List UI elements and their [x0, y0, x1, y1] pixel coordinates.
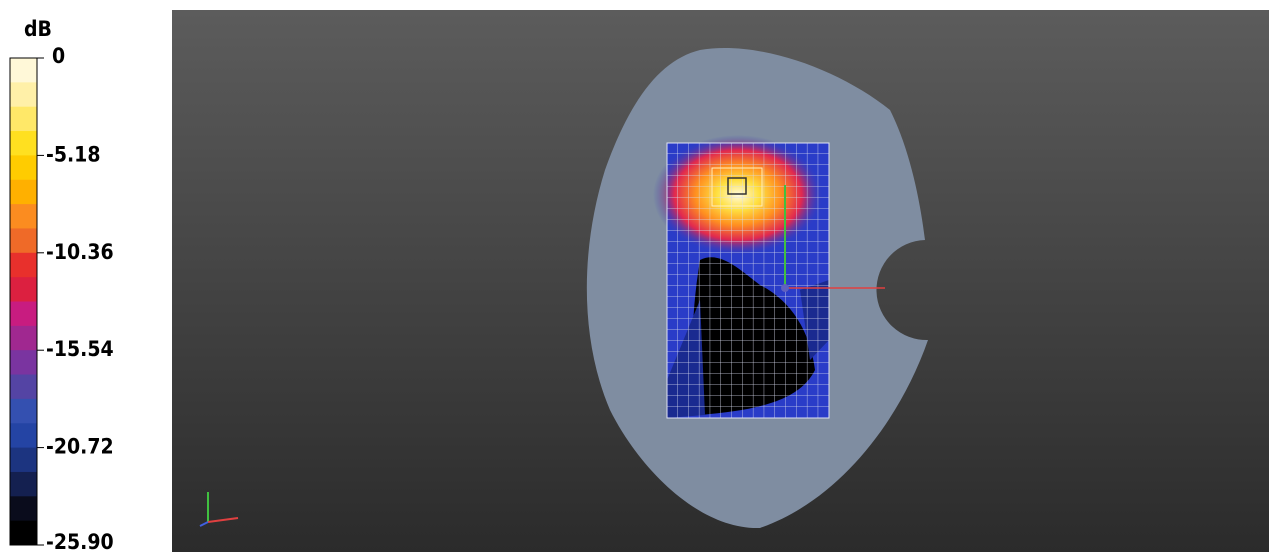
colorbar-band: [10, 228, 37, 254]
colorbar-band: [10, 277, 37, 302]
colorbar-unit: dB: [24, 17, 52, 41]
colorbar-band: [10, 131, 37, 156]
colorbar-tick-label: -25.90: [46, 530, 114, 552]
colorbar-band: [10, 106, 37, 132]
colorbar-band: [10, 325, 37, 351]
colorbar-band: [10, 471, 37, 497]
colorbar-band: [10, 179, 37, 205]
colorbar-band: [10, 204, 37, 229]
triad-x: [207, 517, 239, 523]
scan-grid: [666, 142, 830, 419]
colorbar-tick-label: 0: [52, 44, 65, 68]
colorbar-band: [10, 58, 37, 83]
colorbar-band: [10, 398, 37, 424]
zoom-box: [711, 167, 763, 207]
colorbar-tick-label: -15.54: [46, 337, 114, 361]
colorbar-band: [10, 82, 37, 108]
colorbar-band: [10, 496, 37, 522]
colorbar-tick-label: -5.18: [46, 142, 100, 166]
colorbar-band: [10, 423, 37, 449]
colorbar-band: [10, 350, 37, 376]
colorbar-band: [10, 155, 37, 181]
origin: [781, 284, 789, 292]
colorbar-band: [10, 374, 37, 400]
triad-z: [199, 521, 209, 527]
colorbar-tick-label: -20.72: [46, 435, 114, 459]
colorbar-tick-label: -10.36: [46, 240, 114, 264]
colorbar-band: [10, 520, 37, 546]
colorbar-frame: [9, 57, 38, 546]
peak-marker: [727, 177, 747, 195]
colorbar: 0 -5.18 -10.36 -15.54 -20.72 -25.90: [9, 44, 114, 554]
colorbar-band: [10, 447, 37, 473]
colorbar-band: [10, 301, 37, 327]
colorbar-band: [10, 252, 37, 278]
